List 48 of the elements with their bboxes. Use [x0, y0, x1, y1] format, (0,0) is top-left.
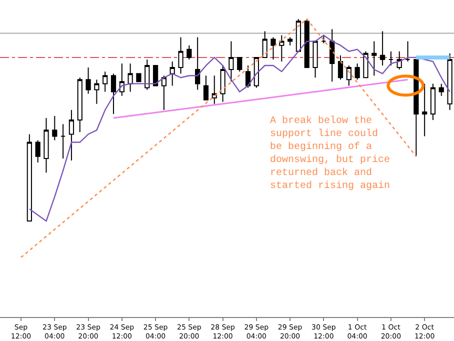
candlestick: [35, 140, 40, 163]
annotation: A break below the support line could be beginning of a downswing, but price returned back and started rising again: [270, 115, 390, 192]
candlestick: [270, 36, 276, 60]
candlestick: [405, 40, 410, 62]
candlestick: [354, 63, 360, 80]
candlestick: [438, 83, 444, 96]
candlestick: [110, 73, 116, 114]
candlestick: [119, 63, 124, 96]
candlestick: [68, 109, 74, 161]
candlestick: [26, 134, 32, 222]
candlestick: [170, 60, 175, 86]
candlestick: [144, 58, 150, 90]
candlestick: [77, 77, 82, 133]
candlestick: [178, 36, 184, 74]
candlestick: [102, 71, 108, 92]
candlestick: [128, 63, 133, 92]
candlestick: [186, 44, 192, 60]
candlestick: [44, 118, 49, 174]
candlestick: [296, 18, 302, 52]
candlestick: [228, 40, 234, 82]
candlestick: [422, 83, 428, 137]
candlestick: [52, 116, 58, 141]
candlestick: [396, 50, 402, 70]
candlestick: [60, 124, 66, 159]
candlestick: [136, 73, 142, 82]
candlestick: [304, 18, 310, 68]
candlestick: [388, 50, 394, 66]
candlestick: [161, 75, 166, 110]
candlestick: [245, 65, 251, 88]
candlestick: [346, 65, 352, 86]
candlestick: [262, 30, 268, 58]
candlestick: [380, 30, 386, 66]
candlestick: [430, 83, 436, 121]
candlestick: [279, 34, 284, 62]
candlestick: [203, 75, 209, 100]
candlestick: [237, 56, 242, 72]
candlestick: [212, 75, 217, 104]
candlestick: [338, 54, 344, 80]
candlestick: [312, 40, 318, 78]
candlestick: [195, 36, 200, 90]
candlestick: [94, 79, 100, 104]
candlestick: [220, 65, 226, 102]
candlestick: [288, 36, 293, 46]
candlestick: [330, 28, 335, 82]
candlestick: [86, 67, 91, 94]
candlestick: [372, 40, 377, 76]
candlestick: [363, 50, 368, 78]
candlestick: [321, 34, 326, 44]
